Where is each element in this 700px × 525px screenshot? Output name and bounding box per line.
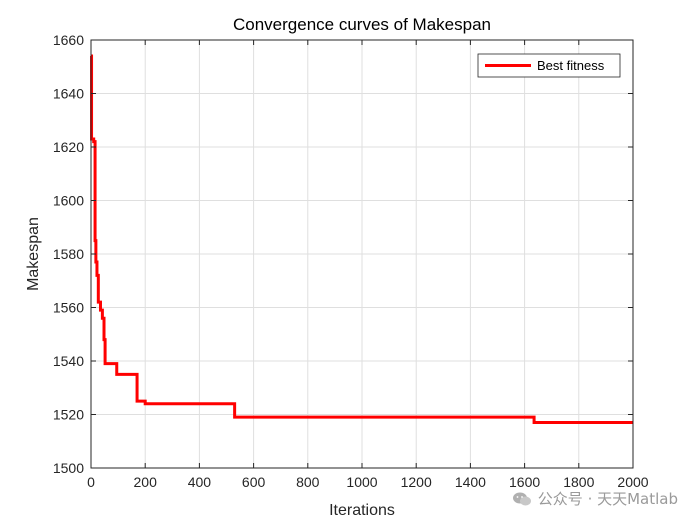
y-tick-label: 1620 [53,139,84,155]
x-tick-label: 800 [296,474,320,490]
x-tick-label: 2000 [617,474,648,490]
legend-label: Best fitness [537,58,605,73]
y-axis-label: Makespan [25,217,42,291]
y-tick-label: 1600 [53,193,84,209]
y-tick-label: 1520 [53,407,84,423]
y-tick-labels: 1500 1520 1540 1560 1580 1600 1620 1640 1660 [53,32,84,476]
y-tick-label: 1640 [53,86,84,102]
x-tick-label: 200 [134,474,158,490]
legend-box [477,53,621,78]
chart-title: Convergence curves of Makespan [233,15,491,34]
y-tick-label: 1560 [53,300,84,316]
x-axis-label: Iterations [329,502,395,519]
x-tick-label: 1600 [509,474,540,490]
x-tick-label: 400 [188,474,212,490]
series-line-best-fitness [90,54,633,425]
ticks [90,39,634,469]
series-layer [90,54,633,425]
y-tick-label: 1500 [53,460,84,476]
x-tick-label: 1400 [455,474,486,490]
x-tick-label: 1200 [401,474,432,490]
x-tick-label: 0 [87,474,95,490]
watermark-text: 公众号 · 天天Matlab [537,490,678,508]
y-tick-label: 1660 [53,32,84,48]
x-tick-label: 1800 [563,474,594,490]
legend: Best fitness [477,53,621,78]
watermark: 公众号 · 天天Matlab [512,488,678,509]
x-tick-label: 600 [242,474,266,490]
y-tick-label: 1580 [53,246,84,262]
wechat-icon [512,492,531,505]
y-tick-label: 1540 [53,353,84,369]
x-tick-labels: 0 200 400 600 800 1000 1200 1400 1600 1800 2000 [87,474,649,490]
x-tick-label: 1000 [346,474,377,490]
